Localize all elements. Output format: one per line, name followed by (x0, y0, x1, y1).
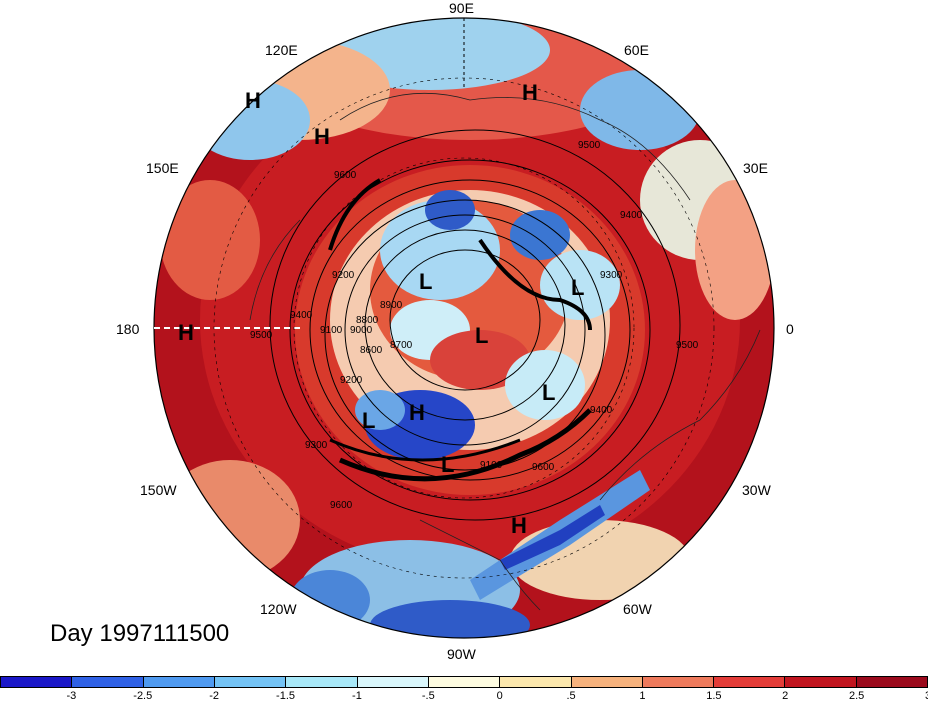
colorbar-segment (286, 677, 358, 687)
colorbar-segment (785, 677, 857, 687)
lon-label-150e: 150E (146, 160, 179, 176)
colorbar-tick-label: -1.5 (276, 690, 296, 702)
colorbar-segment (1, 677, 73, 687)
colorbar-tick-label: -2.5 (133, 690, 153, 702)
lon-label-30e: 30E (743, 160, 768, 176)
date-caption: Day 1997111500 (50, 620, 230, 647)
contour-label: 9600 (532, 462, 555, 473)
high-pressure-marker: H (314, 124, 330, 149)
colorbar-tick-label: 0 (496, 690, 503, 702)
high-pressure-marker: H (511, 513, 527, 538)
lon-label-0: 0 (786, 321, 794, 337)
low-pressure-marker: L (362, 408, 376, 433)
contour-label: 9500 (578, 140, 601, 151)
lon-label-120w: 120W (260, 601, 297, 617)
colorbar-tick-label: -3 (66, 690, 77, 702)
contour-label: 8700 (390, 340, 413, 351)
contour-label: 9500 (676, 340, 699, 351)
colorbar-tick-label: -.5 (421, 690, 435, 702)
colorbar-segment (143, 677, 215, 687)
lon-label-180: 180 (116, 321, 140, 337)
colorbar-tick-label: .5 (566, 690, 576, 702)
colorbar-tick-label: -1 (352, 690, 362, 702)
colorbar-segment (72, 677, 144, 687)
high-pressure-marker: H (245, 88, 261, 113)
contour-label: 9000 (350, 325, 373, 336)
contour-label: 9300 (305, 440, 328, 451)
colorbar-segment (214, 677, 287, 687)
contour-label: 9100 (480, 460, 503, 471)
colorbar-tick-label: 2.5 (848, 690, 865, 702)
lon-label-60e: 60E (624, 42, 649, 58)
contour-label: 8800 (356, 315, 379, 326)
colorbar-segment (428, 677, 501, 687)
colorbar-segment (571, 677, 643, 687)
high-pressure-marker: H (522, 80, 538, 105)
colorbar-segment (500, 677, 572, 687)
contour-label: 9200 (332, 270, 355, 281)
lon-label-90e: 90E (449, 0, 474, 16)
colorbar-segment (856, 677, 928, 687)
contour-label: 9600 (330, 500, 353, 511)
colorbar-tick-label: 2 (782, 690, 789, 702)
low-pressure-marker: L (419, 269, 433, 294)
lon-label-120e: 120E (265, 42, 298, 58)
high-pressure-marker: H (409, 400, 425, 425)
contour-label: 9400 (620, 210, 643, 221)
contour-label: 8600 (360, 345, 383, 356)
colorbar-segment (642, 677, 715, 687)
contour-label: 9400 (590, 405, 613, 416)
lon-label-150w: 150W (140, 482, 177, 498)
lon-label-60w: 60W (623, 601, 652, 617)
contour-label: 9400 (290, 310, 313, 321)
lon-label-90w: 90W (447, 646, 476, 662)
colorbar-segment (714, 677, 786, 687)
colorbar (0, 676, 928, 688)
colorbar-tick-label: -2 (209, 690, 220, 702)
colorbar-tick-label: 1 (639, 690, 646, 702)
contour-label: 9300 (600, 270, 623, 281)
low-pressure-marker: L (475, 323, 489, 348)
colorbar-tick-label: 1.5 (706, 690, 722, 702)
high-pressure-marker: H (178, 320, 194, 345)
lon-label-30w: 30W (742, 482, 771, 498)
contour-label: 9200 (340, 375, 363, 386)
contour-label: 9100 (320, 325, 343, 336)
colorbar-tick-label: 3 (925, 690, 928, 702)
contour-label: 9600 (334, 170, 357, 181)
contour-label: 9500 (250, 330, 273, 341)
low-pressure-marker: L (441, 452, 455, 477)
low-pressure-marker: L (542, 380, 556, 405)
colorbar-segment (357, 677, 429, 687)
low-pressure-marker: L (571, 275, 585, 300)
contour-label: 8900 (380, 300, 403, 311)
